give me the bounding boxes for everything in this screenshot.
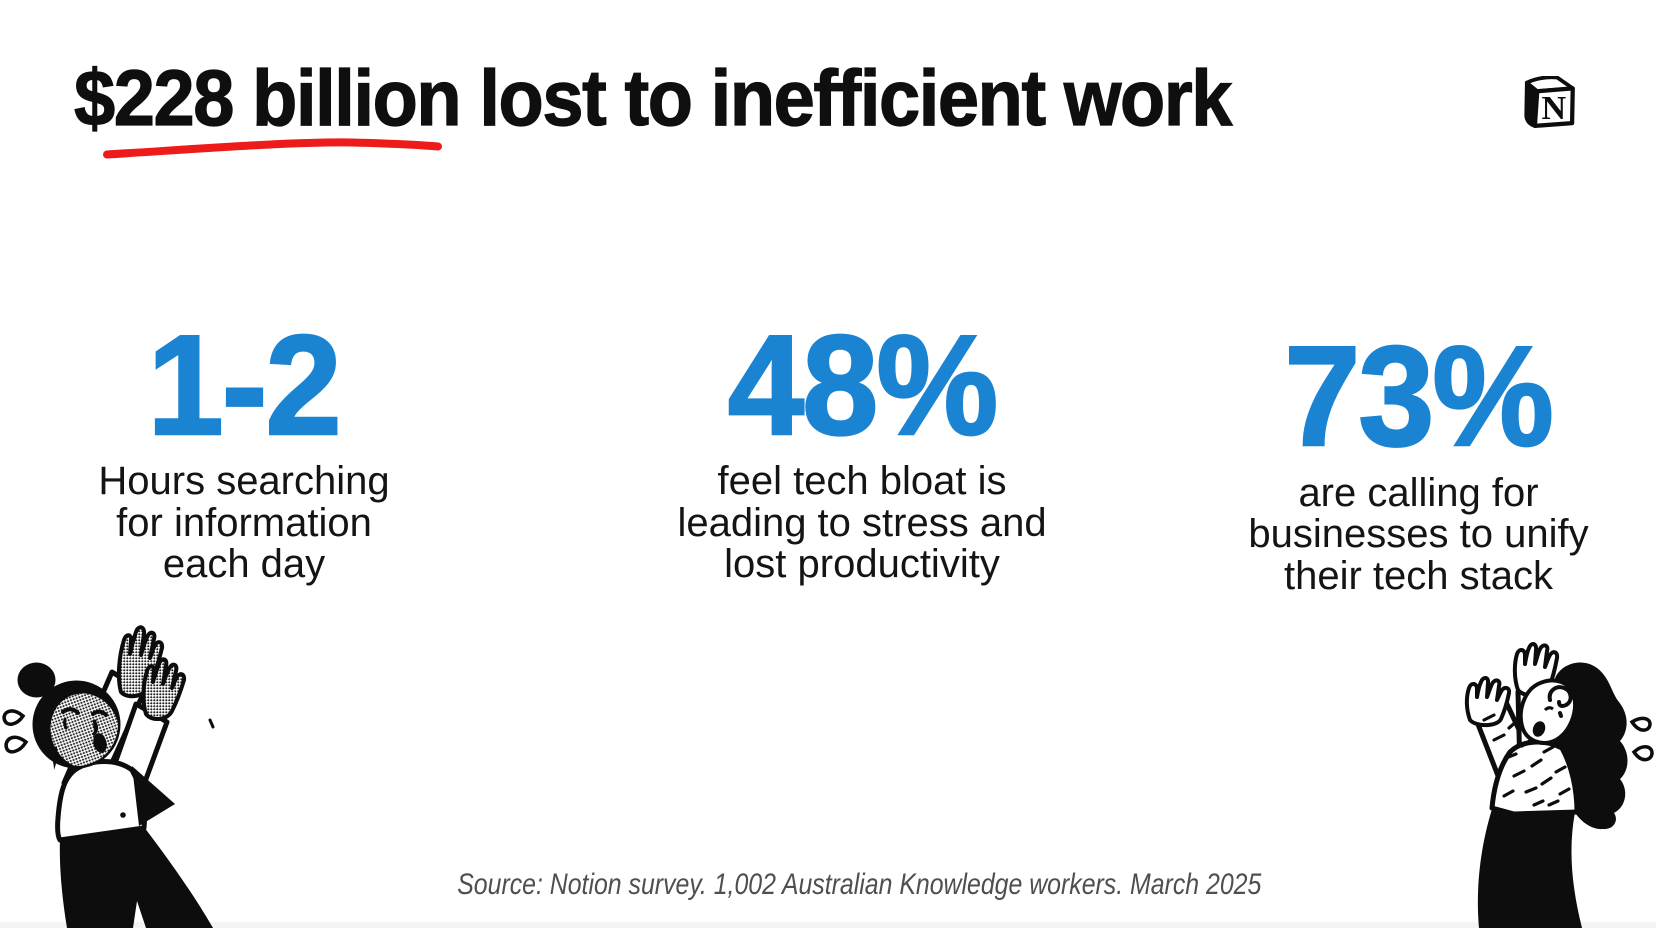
svg-text:N: N bbox=[1542, 90, 1567, 127]
